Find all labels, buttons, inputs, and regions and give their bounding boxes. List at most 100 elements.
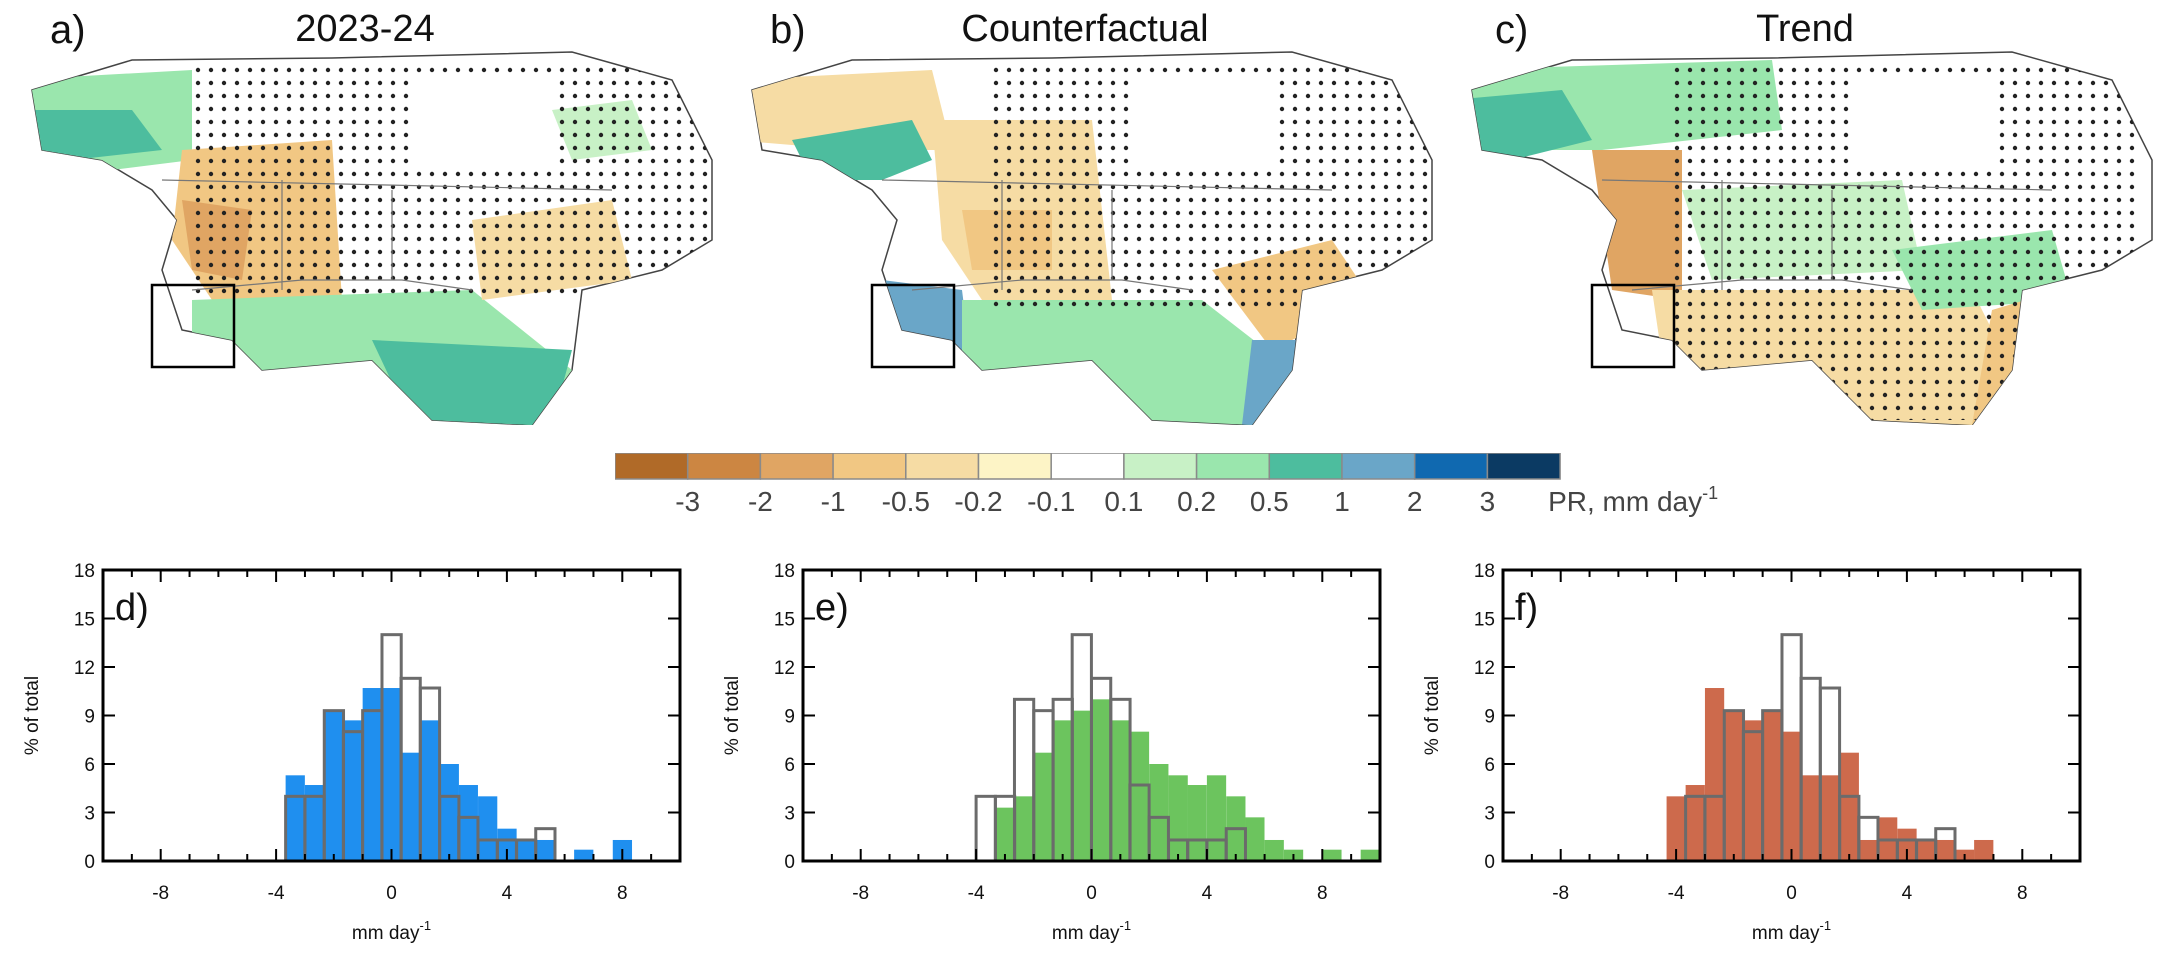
hist-bar [285, 775, 305, 861]
x-axis-label: mm day-1 [352, 918, 431, 944]
region-box-a [150, 283, 236, 369]
panel-label: f) [1515, 587, 1538, 629]
panel-label: d) [115, 587, 149, 629]
y-tick-label: 18 [1474, 561, 1495, 582]
y-tick-label: 18 [74, 561, 95, 582]
colorbar-swatch [1123, 453, 1198, 480]
colorbar-tick-label: -0.2 [954, 486, 1002, 517]
panel-label-b: b) [770, 8, 806, 52]
colorbar-tick-label: 0.5 [1250, 486, 1289, 517]
hist-bar [1724, 710, 1744, 861]
hist-outline-bar [974, 794, 997, 863]
x-tick-label: -4 [268, 883, 285, 904]
hist-bar [381, 688, 402, 861]
region-box-c [1590, 283, 1676, 369]
hist-bar [1743, 720, 1763, 861]
y-tick-label: 3 [1484, 804, 1495, 825]
x-tick-label: 0 [1786, 883, 1797, 904]
hist-bar [1322, 849, 1342, 861]
colorbar-tick-label: -0.5 [882, 486, 930, 517]
hist-bar [574, 849, 594, 861]
colorbar-swatch [832, 453, 907, 480]
colorbar-tick-label: 3 [1480, 486, 1496, 517]
colorbar-tick-label: -1 [821, 486, 846, 517]
hist-bar [1360, 849, 1380, 861]
x-axis-label: mm day-1 [1752, 918, 1831, 944]
hist-bar [1187, 785, 1207, 861]
hist-bar [420, 720, 440, 861]
histogram-panels: 0 3 6 9 12 15 18 -8 -4 0 4 8 d) mm day-1 % of total 0 3 6… [22, 561, 2082, 944]
hist-bar [1762, 710, 1782, 861]
map-title-a: 2023-24 [295, 8, 435, 50]
hist-bar [439, 764, 459, 861]
x-tick-label: 8 [1317, 883, 1328, 904]
hist-bar [1168, 775, 1188, 861]
hist-bar [995, 807, 1015, 861]
panel-label-c: c) [1495, 8, 1529, 52]
panel-label: e) [815, 587, 849, 629]
hist-bar [1014, 796, 1034, 861]
colorbar: -3 -2 -1 -0.5 -0.2 -0.1 0.1 0.2 0.5 1 2 3 PR, mm day… [615, 453, 1718, 517]
histogram-e: 0 3 6 9 12 15 18 -8 -4 0 4 8 e) mm day-1 % of total [722, 561, 1382, 944]
map-title-c: Trend [1756, 8, 1854, 50]
hist-bar [1897, 828, 1917, 861]
hist-bar [1839, 752, 1859, 861]
hist-bar [362, 688, 382, 861]
y-tick-label: 6 [1484, 755, 1495, 776]
hist-bar [1704, 688, 1725, 861]
y-tick-label: 0 [84, 852, 95, 873]
x-tick-label: -8 [852, 883, 869, 904]
hist-bar [1974, 839, 1994, 861]
colorbar-label: PR, mm day-1 [1548, 483, 1718, 517]
map-panel-a [12, 40, 727, 425]
hist-bar [516, 839, 536, 861]
hist-bar [1820, 775, 1840, 861]
hist-bar [1072, 710, 1092, 861]
hist-bar [1053, 720, 1073, 861]
map-a [31, 51, 713, 425]
hist-bar [1149, 764, 1169, 861]
y-tick-label: 12 [1474, 658, 1495, 679]
x-tick-label: 8 [617, 883, 628, 904]
y-tick-label: 0 [1484, 852, 1495, 873]
map-panel-b [732, 40, 1447, 425]
x-tick-label: 4 [1202, 883, 1213, 904]
colorbar-tick-label: 0.1 [1104, 486, 1143, 517]
colorbar-tick-label: 1 [1334, 486, 1350, 517]
y-tick-label: 3 [84, 804, 95, 825]
hist-bar [497, 828, 517, 861]
hist-bar [458, 785, 478, 861]
x-tick-label: 4 [502, 883, 513, 904]
x-tick-label: -4 [968, 883, 985, 904]
colorbar-tick-label: -0.1 [1027, 486, 1075, 517]
x-tick-label: -8 [1552, 883, 1569, 904]
colorbar-swatch [905, 453, 980, 480]
y-tick-label: 15 [74, 610, 95, 631]
colorbar-swatch [1268, 453, 1343, 480]
hist-bar [1781, 731, 1802, 861]
colorbar-tick-label: -3 [675, 486, 700, 517]
hist-bar [1916, 839, 1936, 861]
hist-bar [1091, 699, 1111, 861]
x-tick-label: 0 [1086, 883, 1097, 904]
colorbar-swatch [615, 453, 689, 480]
hist-bar [478, 796, 498, 861]
colorbar-tick-label: 2 [1407, 486, 1423, 517]
x-tick-label: -4 [1668, 883, 1685, 904]
hist-bar [1858, 839, 1878, 861]
colorbar-swatch [1486, 453, 1561, 480]
y-tick-label: 6 [84, 755, 95, 776]
y-tick-label: 9 [784, 707, 795, 728]
hist-bar [1245, 817, 1265, 861]
colorbar-tick-label: -2 [748, 486, 773, 517]
hist-bar [401, 752, 421, 861]
hist-bar [343, 720, 363, 861]
hist-bar [1935, 839, 1955, 861]
map-c [1471, 51, 2153, 425]
hist-bar [535, 839, 555, 861]
x-tick-label: 4 [1902, 883, 1913, 904]
y-tick-label: 18 [774, 561, 795, 582]
hist-bar [1685, 785, 1705, 861]
colorbar-swatch [1413, 453, 1489, 480]
hist-bar [1110, 720, 1131, 861]
